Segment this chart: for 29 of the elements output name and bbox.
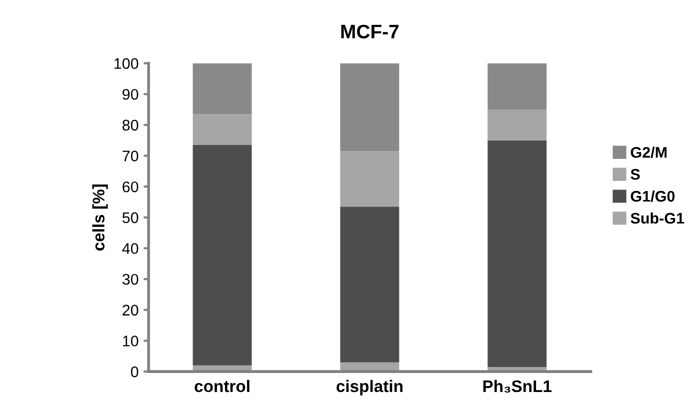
y-tick-label: 60 bbox=[122, 181, 138, 192]
y-tick-label: 20 bbox=[122, 304, 138, 316]
bar bbox=[192, 63, 252, 114]
y-tick-label: 10 bbox=[123, 336, 138, 346]
bar bbox=[488, 140, 547, 367]
chart-title: MCF-7 bbox=[341, 24, 399, 38]
legend-label: G1/G0 bbox=[630, 190, 675, 202]
bar bbox=[192, 114, 252, 145]
legend-label: G2/M bbox=[630, 146, 667, 158]
bar bbox=[340, 63, 400, 152]
y-tick-label: 0 bbox=[130, 366, 138, 378]
y-tick-label: 90 bbox=[122, 88, 138, 100]
bar bbox=[340, 151, 400, 207]
legend-label: S bbox=[630, 168, 640, 180]
y-tick-label: 80 bbox=[122, 120, 138, 131]
x-tick-label: cisplatin bbox=[336, 380, 402, 396]
y-tick-label: 40 bbox=[122, 243, 138, 254]
bar bbox=[192, 144, 252, 366]
bar bbox=[340, 206, 400, 362]
bar bbox=[488, 63, 547, 110]
y-tick-label: 100 bbox=[114, 58, 138, 69]
legend-label: Sub-G1 bbox=[630, 212, 684, 224]
x-tick-label: Ph₃SnL1 bbox=[483, 380, 552, 393]
x-tick-label: control bbox=[194, 380, 250, 392]
y-tick-label: 50 bbox=[122, 212, 138, 224]
bar bbox=[488, 110, 547, 140]
y-tick-label: 30 bbox=[122, 274, 138, 285]
y-axis-title: cells [%] bbox=[92, 184, 108, 251]
y-tick-label: 70 bbox=[122, 150, 138, 162]
